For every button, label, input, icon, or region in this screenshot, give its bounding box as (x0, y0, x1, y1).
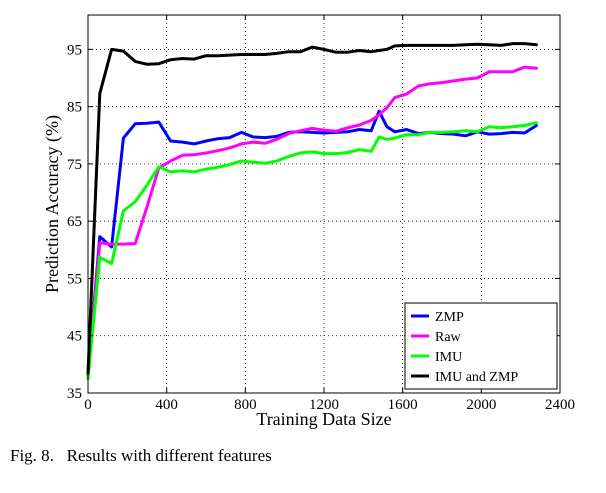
legend-label: Raw (435, 330, 462, 345)
legend-box (404, 302, 558, 390)
y-axis-label: Prediction Accuracy (%) (42, 115, 63, 293)
y-tick-label: 45 (67, 329, 82, 345)
series-line-imu-and-zmp (86, 42, 538, 375)
legend-label: IMU (435, 350, 462, 365)
x-axis-label: Training Data Size (256, 409, 391, 429)
x-tick-label: 800 (234, 397, 257, 413)
x-tick-label: 2400 (545, 397, 575, 413)
y-tick-label: 35 (67, 386, 82, 402)
y-tick-label: 95 (67, 42, 82, 58)
legend-label: IMU and ZMP (435, 370, 518, 385)
y-tick-label: 75 (67, 157, 82, 173)
x-tick-label: 1200 (309, 397, 339, 413)
legend-label: ZMP (435, 310, 464, 325)
series-line-zmp (86, 109, 538, 378)
axis-ticks: 0 400 800 1200 1600 2000 2400 35 45 55 65 75 85 95 (67, 15, 575, 413)
x-tick-label: 1600 (388, 397, 418, 413)
legend: ZMP Raw IMU IMU and ZMP (404, 302, 558, 390)
x-tick-label: 2000 (466, 397, 496, 413)
chart: 0 400 800 1200 1600 2000 2400 35 45 55 65 75 85 95 Tr… (42, 14, 575, 429)
series-line-imu (86, 121, 538, 381)
y-tick-label: 55 (67, 271, 82, 287)
x-tick-label: 400 (155, 397, 178, 413)
series-line-raw (86, 65, 538, 378)
y-tick-label: 65 (67, 214, 82, 230)
series-lines (86, 42, 538, 381)
figure-caption: Fig. 8. Results with different features (10, 446, 272, 465)
y-tick-label: 85 (67, 100, 82, 116)
x-tick-label: 0 (84, 397, 92, 413)
